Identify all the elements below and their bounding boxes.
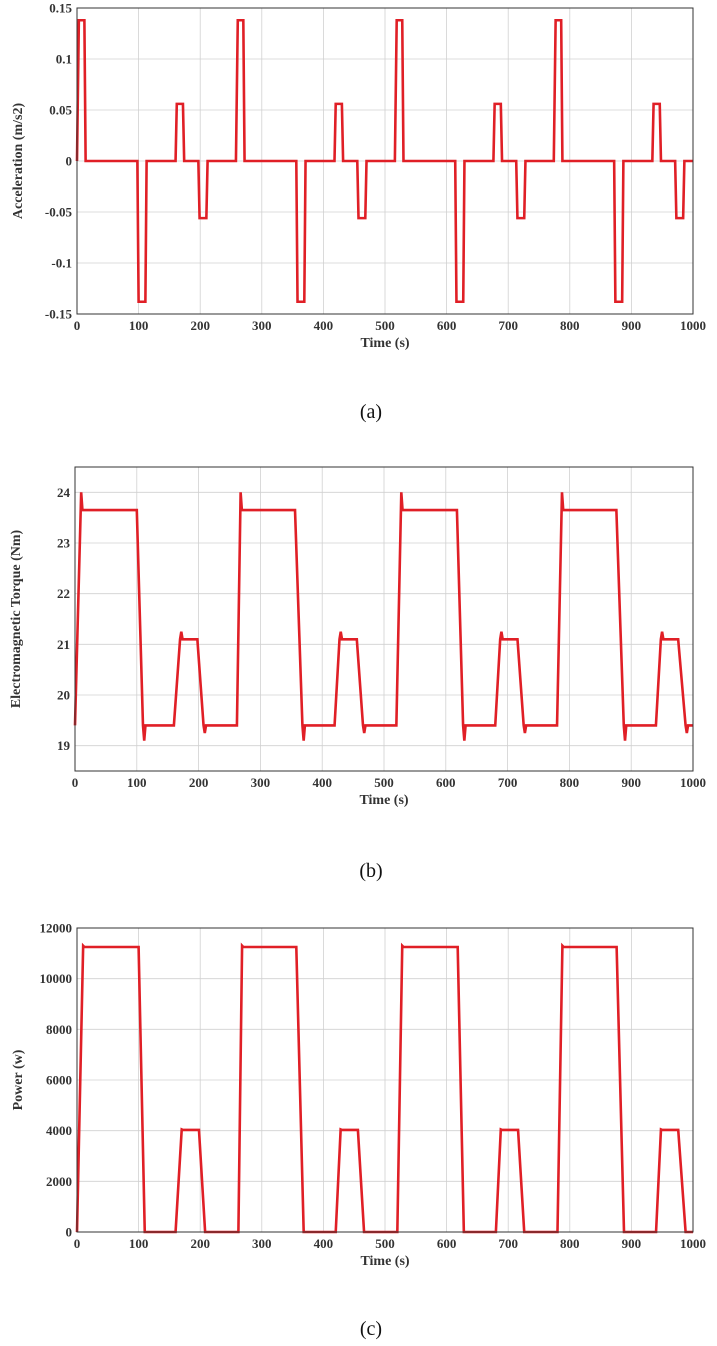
y-tick-label: 12000: [40, 921, 73, 936]
x-tick-label: 200: [190, 1236, 210, 1251]
series-line: [73, 492, 693, 741]
plot-frame: [76, 927, 694, 1233]
y-tick-label: 10000: [40, 971, 73, 986]
x-tick-label: 800: [560, 1236, 580, 1251]
chart-panel-1: 0 100 200 300 400 500 600 700 800 900 1000 19 20 21 22…: [9, 466, 706, 882]
x-tick-label: 100: [127, 775, 147, 790]
x-tick-label: 1000: [680, 318, 706, 333]
x-tick-label: 0: [74, 1236, 81, 1251]
x-tick-label: 200: [189, 775, 209, 790]
y-tick-label: -0.15: [45, 307, 73, 322]
x-tick-label: 500: [375, 1236, 395, 1251]
y-tick-label: 0.05: [49, 103, 72, 118]
x-tick-label: 0: [72, 775, 79, 790]
y-axis-label: Power (w): [11, 1049, 26, 1110]
x-tick-label: 600: [437, 1236, 457, 1251]
y-axis-label: Acceleration (m/s2): [11, 103, 26, 220]
x-tick-label: 400: [314, 1236, 334, 1251]
x-tick-label: 300: [251, 775, 271, 790]
x-axis-label: Time (s): [360, 336, 409, 351]
y-tick-label: 21: [57, 637, 70, 652]
panel-caption: (b): [359, 860, 382, 882]
y-tick-label: 8000: [46, 1022, 72, 1037]
y-tick-label: 20: [57, 688, 70, 703]
y-tick-label: 19: [57, 738, 71, 753]
x-tick-label: 500: [375, 318, 395, 333]
x-tick-label: 100: [129, 318, 149, 333]
y-tick-label: 4000: [46, 1123, 72, 1138]
x-tick-label: 900: [622, 1236, 642, 1251]
x-tick-label: 1000: [680, 775, 706, 790]
x-tick-label: 400: [312, 775, 332, 790]
y-tick-label: 0.1: [56, 52, 72, 67]
chart-panel-0: 0 100 200 300 400 500 600 700 800 900 1000 -0.15 -0.…: [11, 1, 706, 424]
y-tick-label: -0.05: [45, 205, 73, 220]
x-tick-label: 400: [314, 318, 334, 333]
y-tick-label: 22: [57, 586, 70, 601]
plot-frame: [74, 466, 694, 772]
x-tick-label: 900: [622, 318, 642, 333]
x-tick-label: 1000: [680, 1236, 706, 1251]
chart-panel-2: 0 100 200 300 400 500 600 700 800 900 100002000400…: [11, 921, 706, 1341]
y-tick-label: -0.1: [51, 256, 72, 271]
y-tick-label: 0: [66, 154, 73, 169]
y-tick-label: 23: [57, 536, 71, 551]
y-tick-label: 0.15: [49, 1, 72, 16]
plot-frame: [76, 7, 694, 315]
x-tick-label: 800: [560, 775, 580, 790]
x-tick-label: 300: [252, 1236, 272, 1251]
panel-caption: (a): [360, 401, 382, 423]
x-tick-label: 900: [621, 775, 641, 790]
x-tick-label: 300: [252, 318, 272, 333]
x-tick-label: 200: [190, 318, 210, 333]
x-tick-label: 600: [436, 775, 456, 790]
y-tick-label: 0: [66, 1225, 73, 1240]
x-tick-label: 500: [374, 775, 394, 790]
x-tick-label: 700: [498, 775, 518, 790]
x-tick-label: 800: [560, 318, 580, 333]
y-tick-label: 6000: [46, 1073, 72, 1088]
panel-caption: (c): [360, 1318, 382, 1340]
y-axis-label: Electromagnetic Torque (Nm): [9, 529, 24, 708]
x-axis-label: Time (s): [359, 793, 408, 808]
x-tick-label: 700: [498, 318, 518, 333]
x-tick-label: 600: [437, 318, 457, 333]
x-tick-label: 700: [498, 1236, 518, 1251]
x-tick-label: 100: [129, 1236, 149, 1251]
series-line: [75, 18, 693, 304]
y-tick-label: 2000: [46, 1174, 72, 1189]
x-tick-label: 0: [74, 318, 81, 333]
y-tick-label: 24: [57, 485, 71, 500]
x-axis-label: Time (s): [360, 1254, 409, 1269]
